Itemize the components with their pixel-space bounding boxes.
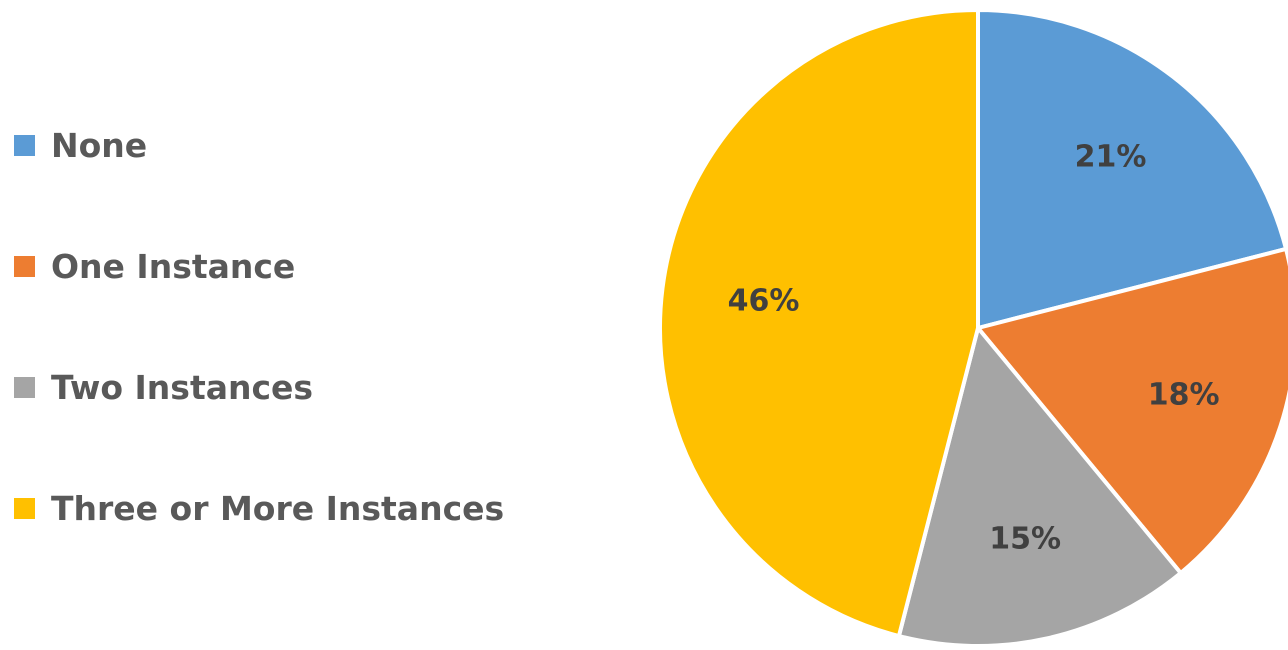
data-label-one-instance: 18% — [1148, 377, 1220, 412]
pie-data-labels: 21% 18% 15% 46% — [728, 140, 1220, 557]
legend-label-none: None — [51, 125, 148, 165]
pie-slice-two-instances — [896, 326, 1183, 648]
data-label-three-or-more-instances: 46% — [728, 283, 800, 318]
pie-slice-three-or-more-instances — [658, 8, 980, 639]
legend-label-one-instance: One Instance — [51, 246, 296, 286]
legend-swatch-three-or-more-instances — [14, 497, 35, 519]
legend-label-three-or-more-instances: Three or More Instances — [51, 488, 505, 528]
data-label-two-instances: 15% — [989, 522, 1061, 557]
data-label-none: 21% — [1075, 140, 1147, 175]
pie-slices — [658, 8, 1288, 648]
legend-swatch-two-instances — [14, 376, 35, 398]
legend-item-none: None — [14, 112, 504, 178]
pie-slice-one-instance — [976, 246, 1288, 576]
legend: None One Instance Two Instances Three or… — [14, 112, 504, 541]
pie-slice-none — [976, 8, 1288, 330]
legend-item-one-instance: One Instance — [14, 233, 504, 299]
legend-item-two-instances: Two Instances — [14, 354, 504, 420]
legend-swatch-one-instance — [14, 255, 35, 277]
legend-swatch-none — [14, 134, 35, 156]
legend-label-two-instances: Two Instances — [51, 367, 314, 407]
legend-item-three-or-more-instances: Three or More Instances — [14, 475, 504, 541]
